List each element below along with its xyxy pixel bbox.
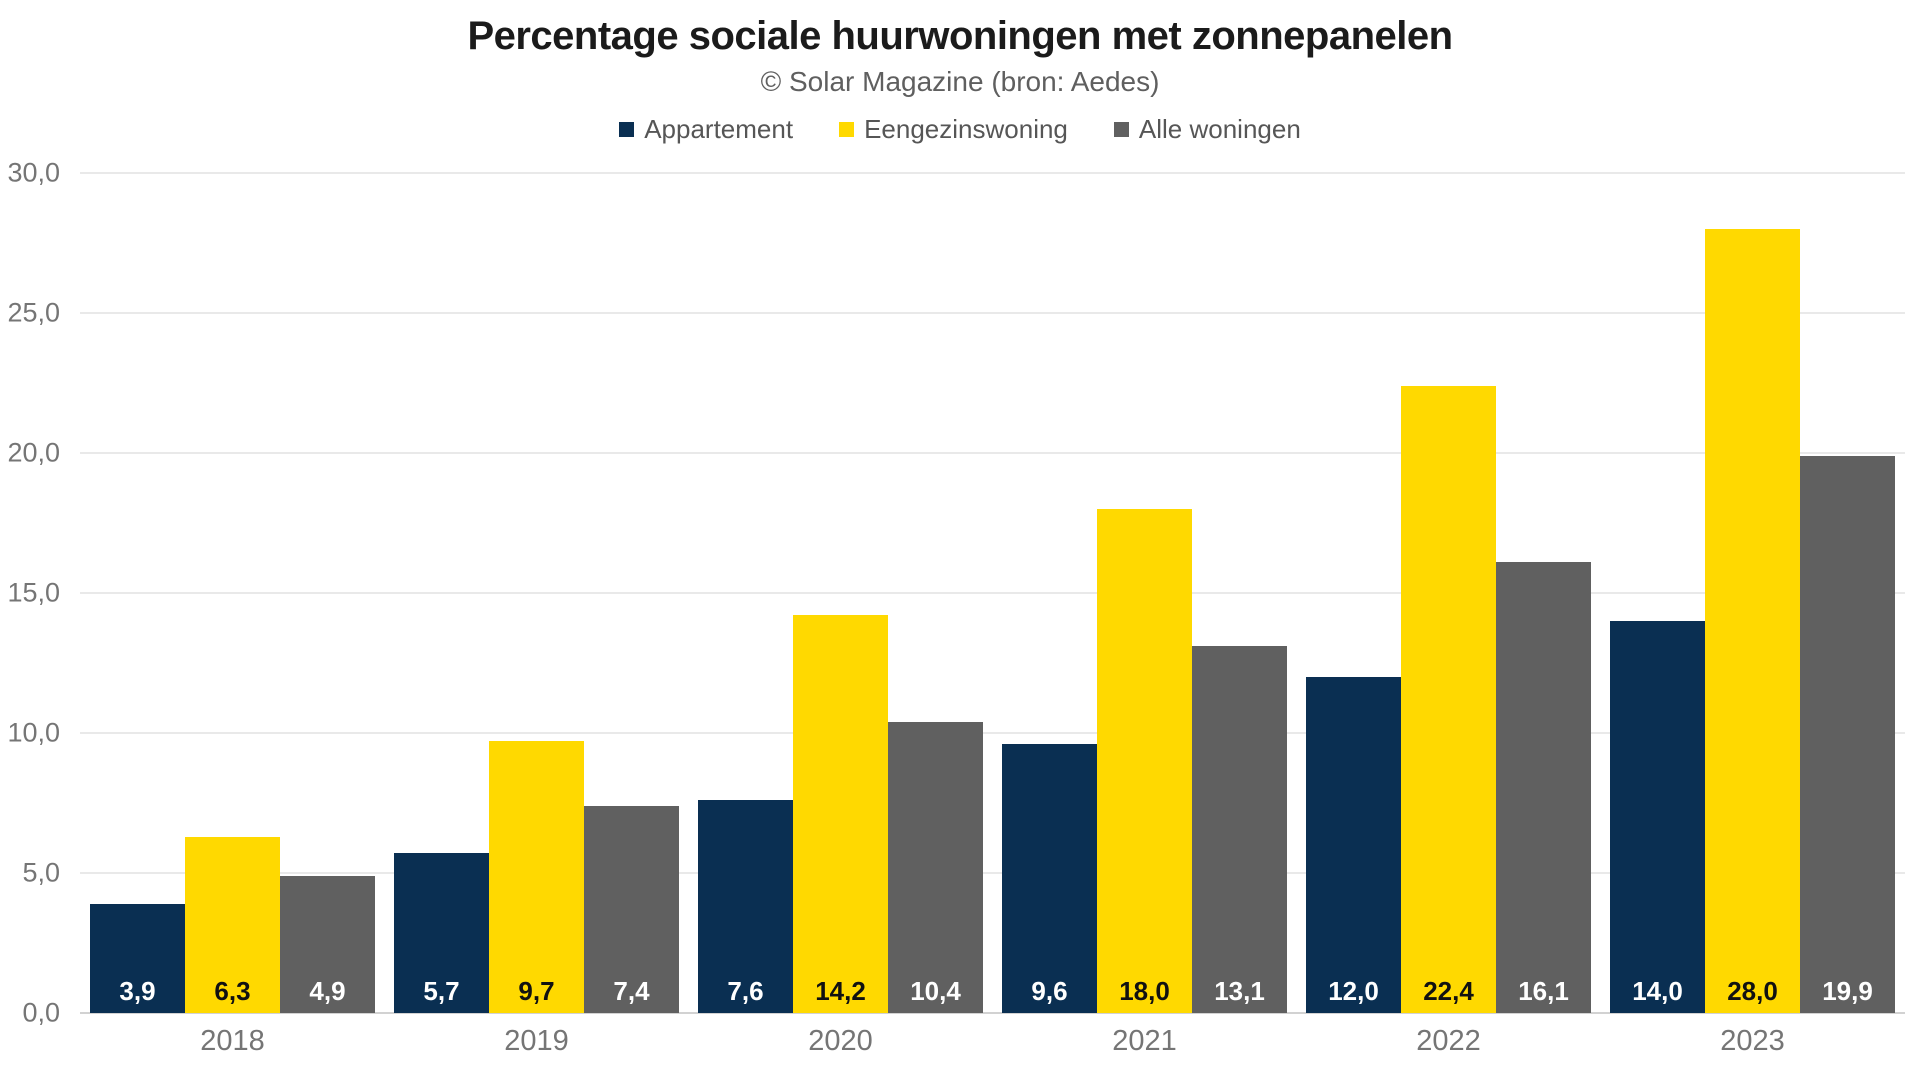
bar-alle-woningen-2022: 16,1 (1496, 562, 1591, 1013)
legend-label: Alle woningen (1138, 114, 1301, 144)
legend-label: Appartement (644, 114, 794, 144)
bar-group-2023: 14,0 28,0 19,9 2023 (1610, 173, 1895, 1057)
x-axis-line (80, 1012, 1905, 1014)
bar-value-label: 22,4 (1423, 976, 1474, 1006)
bars-container: 3,9 6,3 4,9 2018 5,7 9,7 7,4 2019 7,6 14,2 10,4 202… (80, 173, 1905, 1057)
legend: Appartement Eengezinswoning Alle woningen (0, 114, 1920, 145)
chart-title: Percentage sociale huurwoningen met zonn… (467, 14, 1453, 58)
bar-value-label: 14,0 (1632, 976, 1683, 1006)
bar-value-label: 3,9 (119, 976, 156, 1006)
bar-appartement-2019: 5,7 (394, 853, 489, 1013)
bar-value-label: 6,3 (214, 976, 251, 1006)
plot-area: 3,9 6,3 4,9 2018 5,7 9,7 7,4 2019 7,6 14,2 10,4 202… (80, 172, 1905, 1057)
bar-value-label: 7,4 (613, 976, 650, 1006)
bar-appartement-2021: 9,6 (1002, 744, 1097, 1013)
bar-value-label: 16,1 (1518, 976, 1569, 1006)
legend-item-appartement: Appartement (619, 114, 793, 145)
gridline (80, 592, 1905, 594)
x-axis-label-2019: 2019 (504, 1025, 569, 1057)
bar-group-2021: 9,6 18,0 13,1 2021 (1002, 173, 1287, 1057)
y-tick-label: 5,0 (22, 857, 60, 888)
bar-value-label: 9,7 (518, 976, 555, 1006)
bar-eengezinswoning-2019: 9,7 (489, 741, 584, 1013)
bar-value-label: 7,6 (727, 976, 764, 1006)
bar-value-label: 4,9 (309, 976, 346, 1006)
legend-swatch-icon (839, 122, 855, 137)
y-tick-label: 10,0 (7, 717, 60, 748)
y-tick-label: 0,0 (22, 997, 60, 1028)
x-axis-label-2022: 2022 (1416, 1025, 1481, 1057)
y-tick-label: 15,0 (7, 577, 60, 608)
bar-value-label: 18,0 (1119, 976, 1170, 1006)
bar-appartement-2022: 12,0 (1306, 677, 1401, 1013)
gridline (80, 172, 1905, 174)
bar-value-label: 12,0 (1328, 976, 1379, 1006)
bar-value-label: 9,6 (1031, 976, 1068, 1006)
gridline (80, 452, 1905, 454)
legend-item-alle-woningen: Alle woningen (1113, 114, 1301, 145)
bar-appartement-2018: 3,9 (90, 903, 185, 1013)
bar-value-label: 5,7 (423, 976, 460, 1006)
y-tick-label: 25,0 (7, 297, 60, 328)
legend-item-eengezinswoning: Eengezinswoning (839, 114, 1068, 145)
bar-appartement-2020: 7,6 (698, 800, 793, 1013)
x-axis-label-2023: 2023 (1720, 1025, 1785, 1057)
legend-swatch-icon (1113, 122, 1129, 137)
bar-alle-woningen-2018: 4,9 (280, 875, 375, 1013)
bar-value-label: 13,1 (1214, 976, 1265, 1006)
y-axis: 30,0 25,0 20,0 15,0 10,0 5,0 0,0 (0, 158, 60, 1028)
bar-group-2019: 5,7 9,7 7,4 2019 (394, 173, 679, 1057)
bar-eengezinswoning-2020: 14,2 (793, 615, 888, 1013)
bar-group-2018: 3,9 6,3 4,9 2018 (90, 173, 375, 1057)
bar-value-label: 14,2 (815, 976, 866, 1006)
chart-subtitle: © Solar Magazine (bron: Aedes) (760, 66, 1160, 97)
bar-alle-woningen-2020: 10,4 (888, 721, 983, 1013)
bar-alle-woningen-2023: 19,9 (1800, 455, 1895, 1013)
x-axis-label-2021: 2021 (1112, 1025, 1177, 1057)
gridline (80, 312, 1905, 314)
bar-value-label: 19,9 (1822, 976, 1873, 1006)
x-axis-label-2018: 2018 (200, 1025, 265, 1057)
y-tick-label: 20,0 (7, 437, 60, 468)
gridline (80, 732, 1905, 734)
bar-eengezinswoning-2021: 18,0 (1097, 509, 1192, 1013)
y-tick-label: 30,0 (7, 157, 60, 188)
bar-group-2020: 7,6 14,2 10,4 2020 (698, 173, 983, 1057)
bar-group-2022: 12,0 22,4 16,1 2022 (1306, 173, 1591, 1057)
legend-swatch-icon (619, 122, 635, 137)
bar-value-label: 28,0 (1727, 976, 1778, 1006)
legend-label: Eengezinswoning (864, 114, 1068, 144)
bar-eengezinswoning-2023: 28,0 (1705, 229, 1800, 1013)
bar-value-label: 10,4 (910, 976, 961, 1006)
bar-appartement-2023: 14,0 (1610, 621, 1705, 1013)
bar-alle-woningen-2019: 7,4 (584, 805, 679, 1013)
x-axis-label-2020: 2020 (808, 1025, 873, 1057)
gridline (80, 872, 1905, 874)
bar-eengezinswoning-2018: 6,3 (185, 836, 280, 1013)
bar-alle-woningen-2021: 13,1 (1192, 646, 1287, 1013)
bar-eengezinswoning-2022: 22,4 (1401, 385, 1496, 1013)
